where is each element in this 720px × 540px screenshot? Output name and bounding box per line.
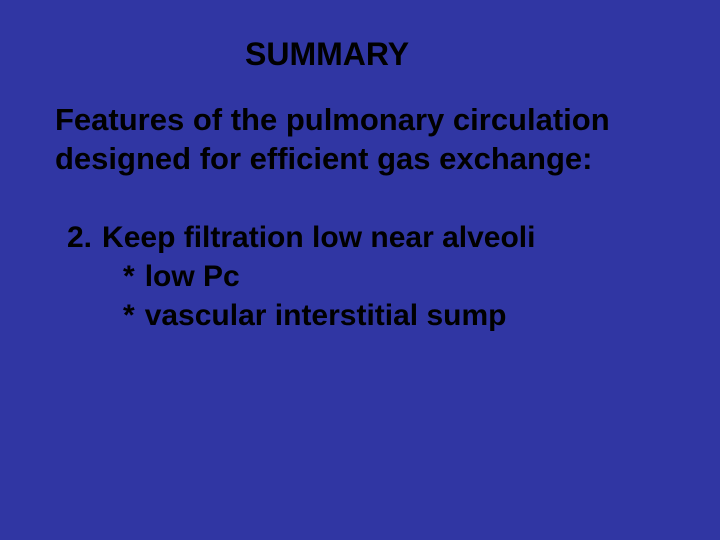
- slide-subtitle: Features of the pulmonary circulation de…: [55, 101, 670, 179]
- list-item: 2. Keep filtration low near alveoli: [67, 221, 670, 255]
- bullet-text: low Pc: [145, 260, 240, 293]
- bullet-text: vascular interstitial sump: [145, 299, 507, 332]
- bullet-marker: *: [123, 260, 135, 293]
- list-heading: Keep filtration low near alveoli: [102, 221, 535, 254]
- slide-title: SUMMARY: [245, 36, 670, 73]
- slide-container: SUMMARY Features of the pulmonary circul…: [0, 0, 720, 540]
- bullet-item-1: * low Pc: [123, 257, 670, 296]
- bullet-marker: *: [123, 299, 135, 332]
- list-number: 2.: [67, 221, 92, 254]
- bullet-item-2: * vascular interstitial sump: [123, 296, 670, 335]
